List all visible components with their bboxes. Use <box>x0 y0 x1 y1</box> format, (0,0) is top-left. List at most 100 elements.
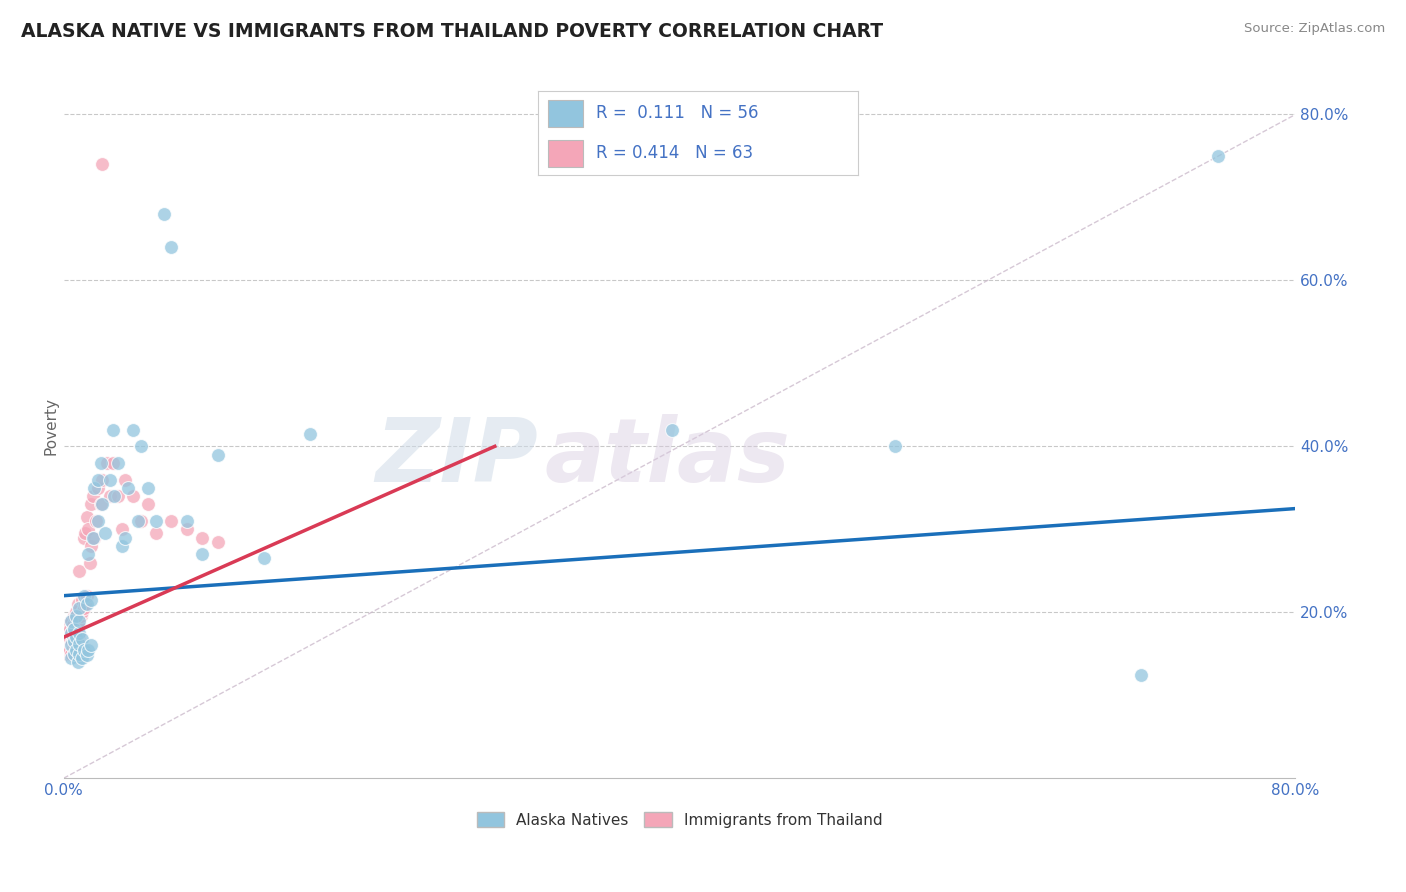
Point <box>73 642 96 657</box>
Point <box>91 497 114 511</box>
Text: ZIP: ZIP <box>375 414 538 500</box>
Point <box>66 632 89 646</box>
Point <box>67 601 90 615</box>
Point <box>127 514 149 528</box>
Point <box>62 630 84 644</box>
Point <box>661 423 683 437</box>
Point <box>67 647 90 661</box>
Point <box>63 637 86 651</box>
Point <box>60 626 83 640</box>
Point <box>82 531 104 545</box>
Point <box>58 642 80 657</box>
Text: Source: ZipAtlas.com: Source: ZipAtlas.com <box>1244 22 1385 36</box>
Point <box>176 514 198 528</box>
Point <box>83 531 105 545</box>
Point <box>62 640 84 654</box>
Point <box>69 609 91 624</box>
Point <box>59 622 82 636</box>
Point <box>884 439 907 453</box>
Text: atlas: atlas <box>544 414 790 500</box>
Point <box>145 514 167 528</box>
Point <box>70 651 93 665</box>
Point <box>80 639 103 653</box>
Point <box>65 605 87 619</box>
Point <box>53 639 76 653</box>
Point <box>1130 667 1153 681</box>
Point <box>90 497 112 511</box>
Point <box>145 526 167 541</box>
Point <box>80 539 103 553</box>
Point <box>76 597 98 611</box>
Point <box>75 597 97 611</box>
Point <box>90 456 112 470</box>
Point <box>66 597 89 611</box>
Point <box>60 614 83 628</box>
Point <box>63 609 86 624</box>
Point <box>1208 149 1230 163</box>
Point <box>77 642 100 657</box>
Point <box>207 534 229 549</box>
Point <box>129 439 152 453</box>
Point <box>299 426 322 441</box>
Point <box>73 531 96 545</box>
Point <box>111 539 134 553</box>
Point <box>82 489 104 503</box>
Point <box>73 589 96 603</box>
Point <box>67 614 90 628</box>
Point <box>207 448 229 462</box>
Point <box>191 531 214 545</box>
Point <box>73 601 96 615</box>
Point <box>63 647 86 661</box>
Point <box>65 624 87 638</box>
Point <box>152 207 174 221</box>
Point <box>160 240 183 254</box>
Point <box>98 473 121 487</box>
Point <box>65 642 87 657</box>
Point <box>86 473 108 487</box>
Point <box>65 634 87 648</box>
Text: ALASKA NATIVE VS IMMIGRANTS FROM THAILAND POVERTY CORRELATION CHART: ALASKA NATIVE VS IMMIGRANTS FROM THAILAN… <box>21 22 883 41</box>
Point <box>55 647 77 661</box>
Point <box>107 489 129 503</box>
Point <box>138 481 160 495</box>
Point <box>70 605 93 619</box>
Point <box>55 634 77 648</box>
Point <box>60 651 83 665</box>
Point <box>76 648 98 663</box>
Point <box>65 630 87 644</box>
Point <box>86 481 108 495</box>
Legend: Alaska Natives, Immigrants from Thailand: Alaska Natives, Immigrants from Thailand <box>471 806 889 834</box>
Point <box>101 423 124 437</box>
Point <box>80 497 103 511</box>
Point <box>98 489 121 503</box>
Point <box>60 614 83 628</box>
Point <box>67 637 90 651</box>
Point <box>84 514 107 528</box>
Point <box>63 634 86 648</box>
Point <box>86 514 108 528</box>
Point <box>79 556 101 570</box>
Point <box>59 642 82 657</box>
Point <box>122 489 145 503</box>
Point <box>60 639 83 653</box>
Point <box>75 526 97 541</box>
Point <box>66 655 89 669</box>
Point <box>176 522 198 536</box>
Point <box>60 626 83 640</box>
Point <box>63 626 86 640</box>
Point <box>65 609 87 624</box>
Point <box>70 632 93 646</box>
Point <box>60 647 83 661</box>
Point <box>91 157 114 171</box>
Point <box>58 617 80 632</box>
Point <box>101 456 124 470</box>
Point <box>253 551 276 566</box>
Point <box>114 473 136 487</box>
Point <box>91 473 114 487</box>
Point <box>107 456 129 470</box>
Point <box>77 522 100 536</box>
Point <box>70 592 93 607</box>
Point <box>114 531 136 545</box>
Point <box>111 522 134 536</box>
Point <box>63 622 86 636</box>
